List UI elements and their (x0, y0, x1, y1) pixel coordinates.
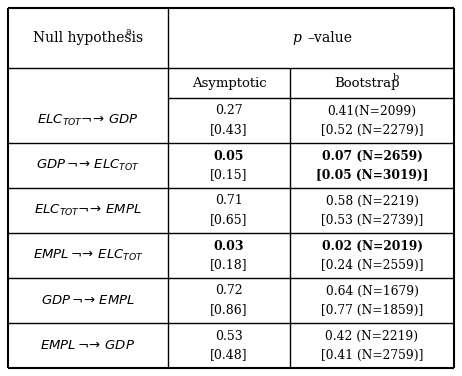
Text: 0.71: 0.71 (215, 194, 243, 208)
Text: $\mathit{GDP}\,\neg\!\rightarrow\,\mathit{EMPL}$: $\mathit{GDP}\,\neg\!\rightarrow\,\mathi… (41, 294, 135, 307)
Text: [0.65]: [0.65] (210, 214, 248, 226)
Text: [0.52 (N=2279)]: [0.52 (N=2279)] (321, 123, 423, 136)
Text: 0.02 (N=2019): 0.02 (N=2019) (322, 240, 423, 253)
Text: [0.43]: [0.43] (210, 123, 248, 136)
Text: [0.48]: [0.48] (210, 349, 248, 361)
Text: 0.07 (N=2659): 0.07 (N=2659) (322, 150, 422, 162)
Text: b: b (393, 73, 399, 82)
Text: [0.05 (N=3019)]: [0.05 (N=3019)] (316, 168, 428, 182)
Text: 0.41(N=2099): 0.41(N=2099) (328, 105, 417, 117)
Text: $\mathit{EMPL}\,\neg\!\rightarrow\,\mathit{ELC_{TOT}}$: $\mathit{EMPL}\,\neg\!\rightarrow\,\math… (32, 248, 144, 263)
Text: $\mathit{ELC_{TOT}}\neg\!\rightarrow\,\mathit{EMPL}$: $\mathit{ELC_{TOT}}\neg\!\rightarrow\,\m… (34, 203, 142, 218)
Text: a: a (125, 27, 131, 36)
Text: 0.03: 0.03 (214, 240, 244, 253)
Text: [0.53 (N=2739)]: [0.53 (N=2739)] (321, 214, 423, 226)
Text: [0.41 (N=2759)]: [0.41 (N=2759)] (321, 349, 423, 361)
Text: –value: –value (307, 31, 352, 45)
Text: [0.24 (N=2559)]: [0.24 (N=2559)] (321, 259, 423, 271)
Text: $\mathit{EMPL}\,\neg\!\rightarrow\,\mathit{GDP}$: $\mathit{EMPL}\,\neg\!\rightarrow\,\math… (41, 339, 135, 352)
Text: 0.53: 0.53 (215, 329, 243, 343)
Text: [0.18]: [0.18] (210, 259, 248, 271)
Text: 0.72: 0.72 (215, 285, 243, 297)
Text: $\mathit{GDP}\,\neg\!\rightarrow\,\mathit{ELC_{TOT}}$: $\mathit{GDP}\,\neg\!\rightarrow\,\mathi… (36, 158, 140, 173)
Text: [0.86]: [0.86] (210, 303, 248, 317)
Text: 0.42 (N=2219): 0.42 (N=2219) (325, 329, 419, 343)
Text: p: p (292, 31, 301, 45)
Text: 0.64 (N=1679): 0.64 (N=1679) (326, 285, 419, 297)
Text: [0.77 (N=1859)]: [0.77 (N=1859)] (321, 303, 423, 317)
Text: 0.58 (N=2219): 0.58 (N=2219) (326, 194, 419, 208)
Text: 0.27: 0.27 (215, 105, 243, 117)
Text: Asymptotic: Asymptotic (192, 76, 266, 89)
Text: Null hypothesis: Null hypothesis (33, 31, 143, 45)
Text: [0.15]: [0.15] (210, 168, 248, 182)
Text: 0.05: 0.05 (214, 150, 244, 162)
Text: $\mathit{ELC_{TOT}}\neg\!\rightarrow\,\mathit{GDP}$: $\mathit{ELC_{TOT}}\neg\!\rightarrow\,\m… (37, 113, 139, 128)
Text: Bootstrap: Bootstrap (334, 76, 400, 89)
